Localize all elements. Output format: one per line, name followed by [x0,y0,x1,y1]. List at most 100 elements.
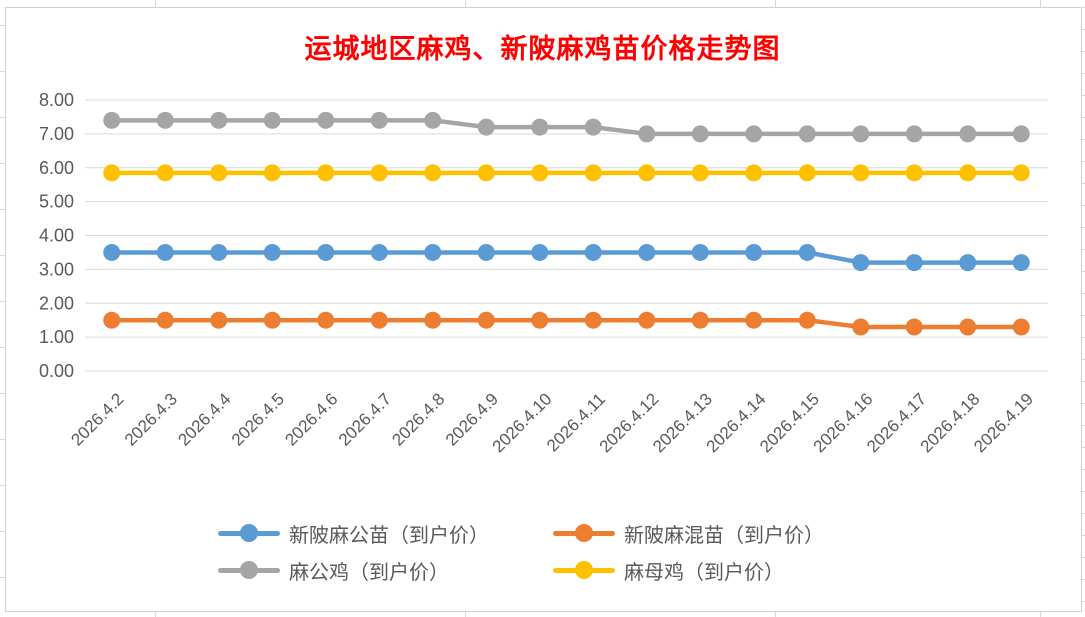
legend-item-series-1[interactable]: 新陂麻混苗（到户价） [553,521,824,547]
series-2-point-1 [156,111,174,129]
chart-title[interactable]: 运城地区麻鸡、新陂麻鸡苗价格走势图 [304,34,781,64]
series-1-point-0 [103,311,121,329]
series-0-point-9 [584,243,602,261]
series-1-point-10 [638,311,656,329]
y-axis-tick-label: 6.00 [39,158,74,178]
series-0-point-0 [103,243,121,261]
series-1-point-14 [852,318,870,336]
series-3-point-9 [584,164,602,182]
series-line-2 [109,118,1024,137]
y-axis-tick-label: 5.00 [39,192,74,212]
series-0-point-14 [852,254,870,272]
spreadsheet-gridline-stub [1040,612,1041,617]
series-0-point-4 [317,243,335,261]
series-2-point-12 [745,125,763,143]
legend-label: 麻母鸡（到户价） [624,561,784,584]
series-3-point-13 [798,164,816,182]
y-axis-tick-label: 0.00 [39,361,74,381]
series-2-point-13 [798,125,816,143]
series-1-point-13 [798,311,816,329]
x-axis-tick-label: 2026.4.2 [67,389,127,449]
legend-marker-yellow [553,561,615,579]
series-line-0 [109,250,1024,265]
series-3-point-11 [691,164,709,182]
series-2-point-15 [905,125,923,143]
series-0-point-3 [263,243,281,261]
y-axis-tick-label: 1.00 [39,327,74,347]
series-0-point-5 [370,243,388,261]
series-2-point-3 [263,111,281,129]
legend-label: 新陂麻公苗（到户价） [289,524,489,547]
series-3-point-17 [1012,164,1030,182]
series-2-point-8 [531,118,549,136]
series-0-point-11 [691,243,709,261]
series-3-point-0 [103,164,121,182]
x-axis-tick-label: 2026.4.6 [281,389,341,449]
series-0-point-17 [1012,254,1030,272]
series-3-point-2 [210,164,228,182]
x-axis-tick-label: 2026.4.10 [489,389,556,456]
x-axis-tick-label: 2026.4.8 [388,389,448,449]
series-0-point-8 [531,243,549,261]
series-3-point-6 [424,164,442,182]
series-3-point-15 [905,164,923,182]
legend-label: 新陂麻混苗（到户价） [624,524,824,547]
series-2-point-7 [477,118,495,136]
series-3-point-14 [852,164,870,182]
series-2-point-6 [424,111,442,129]
series-3-point-3 [263,164,281,182]
legend-item-series-0[interactable]: 新陂麻公苗（到户价） [218,521,489,547]
spreadsheet-gridline-stub [465,0,466,7]
legend-label: 麻公鸡（到户价） [289,561,449,584]
series-1-point-7 [477,311,495,329]
y-axis-tick-label: 3.00 [39,259,74,279]
series-1-point-11 [691,311,709,329]
y-axis-tick-label: 8.00 [39,90,74,110]
legend-item-series-3[interactable]: 麻母鸡（到户价） [553,558,784,584]
series-2-point-9 [584,118,602,136]
series-2-point-14 [852,125,870,143]
series-0-point-13 [798,243,816,261]
spreadsheet-gridline-stub [1040,0,1041,7]
series-2-point-4 [317,111,335,129]
series-1-point-8 [531,311,549,329]
y-axis-tick-label: 2.00 [39,293,74,313]
series-2-point-2 [210,111,228,129]
spreadsheet-gridline-stub [775,612,776,617]
series-0-point-2 [210,243,228,261]
spreadsheet-gridline-stub [155,0,156,7]
series-0-point-6 [424,243,442,261]
series-1-point-5 [370,311,388,329]
series-0-point-1 [156,243,174,261]
series-3-point-1 [156,164,174,182]
series-3-point-16 [959,164,977,182]
legend-marker-gray [218,561,280,579]
series-2-point-0 [103,111,121,129]
chart-area[interactable] [5,7,1082,612]
spreadsheet-gridline-stub [775,0,776,7]
legend-marker-blue [218,524,280,542]
series-0-point-10 [638,243,656,261]
series-1-point-1 [156,311,174,329]
y-axis-tick-label: 4.00 [39,226,74,246]
series-2-point-10 [638,125,656,143]
y-axis-tick-label: 7.00 [39,124,74,144]
series-1-point-3 [263,311,281,329]
legend-marker-orange [553,524,615,542]
series-1-point-2 [210,311,228,329]
series-3-point-5 [370,164,388,182]
x-axis-tick-label: 2026.4.5 [228,389,288,449]
series-line-1 [109,317,1024,330]
x-axis-tick-label: 2026.4.3 [121,389,181,449]
spreadsheet-gridline-stub [155,612,156,617]
x-axis-tick-label: 2026.4.19 [970,389,1037,456]
legend-item-series-2[interactable]: 麻公鸡（到户价） [218,558,449,584]
series-3-point-12 [745,164,763,182]
series-2-point-16 [959,125,977,143]
series-2-point-17 [1012,125,1030,143]
series-3-point-8 [531,164,549,182]
series-3-point-7 [477,164,495,182]
series-0-point-16 [959,254,977,272]
